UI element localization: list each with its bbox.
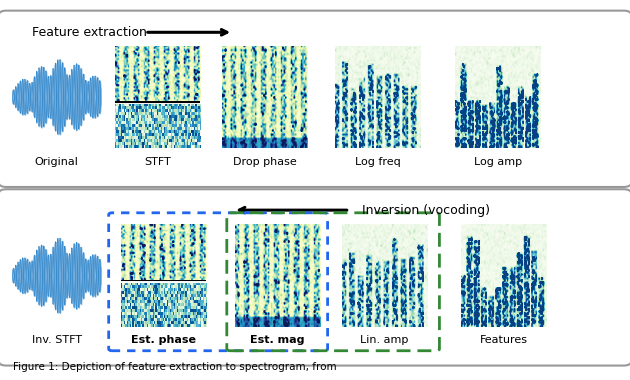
FancyBboxPatch shape [0, 189, 630, 366]
FancyBboxPatch shape [0, 11, 630, 187]
Text: Drop phase: Drop phase [232, 157, 297, 166]
Text: Log freq: Log freq [355, 157, 401, 166]
Text: Est. mag: Est. mag [250, 335, 304, 345]
Text: Log amp: Log amp [474, 157, 522, 166]
Text: Feature extraction: Feature extraction [32, 26, 146, 39]
Text: Est. phase: Est. phase [131, 335, 197, 345]
Text: Inv. STFT: Inv. STFT [32, 335, 82, 345]
Text: Figure 1: Depiction of feature extraction to spectrogram, from: Figure 1: Depiction of feature extractio… [13, 362, 336, 372]
Text: Features: Features [480, 335, 528, 345]
Text: Lin. amp: Lin. amp [360, 335, 408, 345]
Text: STFT: STFT [144, 157, 171, 166]
Text: Original: Original [35, 157, 79, 166]
Text: Inversion (vocoding): Inversion (vocoding) [362, 204, 490, 217]
